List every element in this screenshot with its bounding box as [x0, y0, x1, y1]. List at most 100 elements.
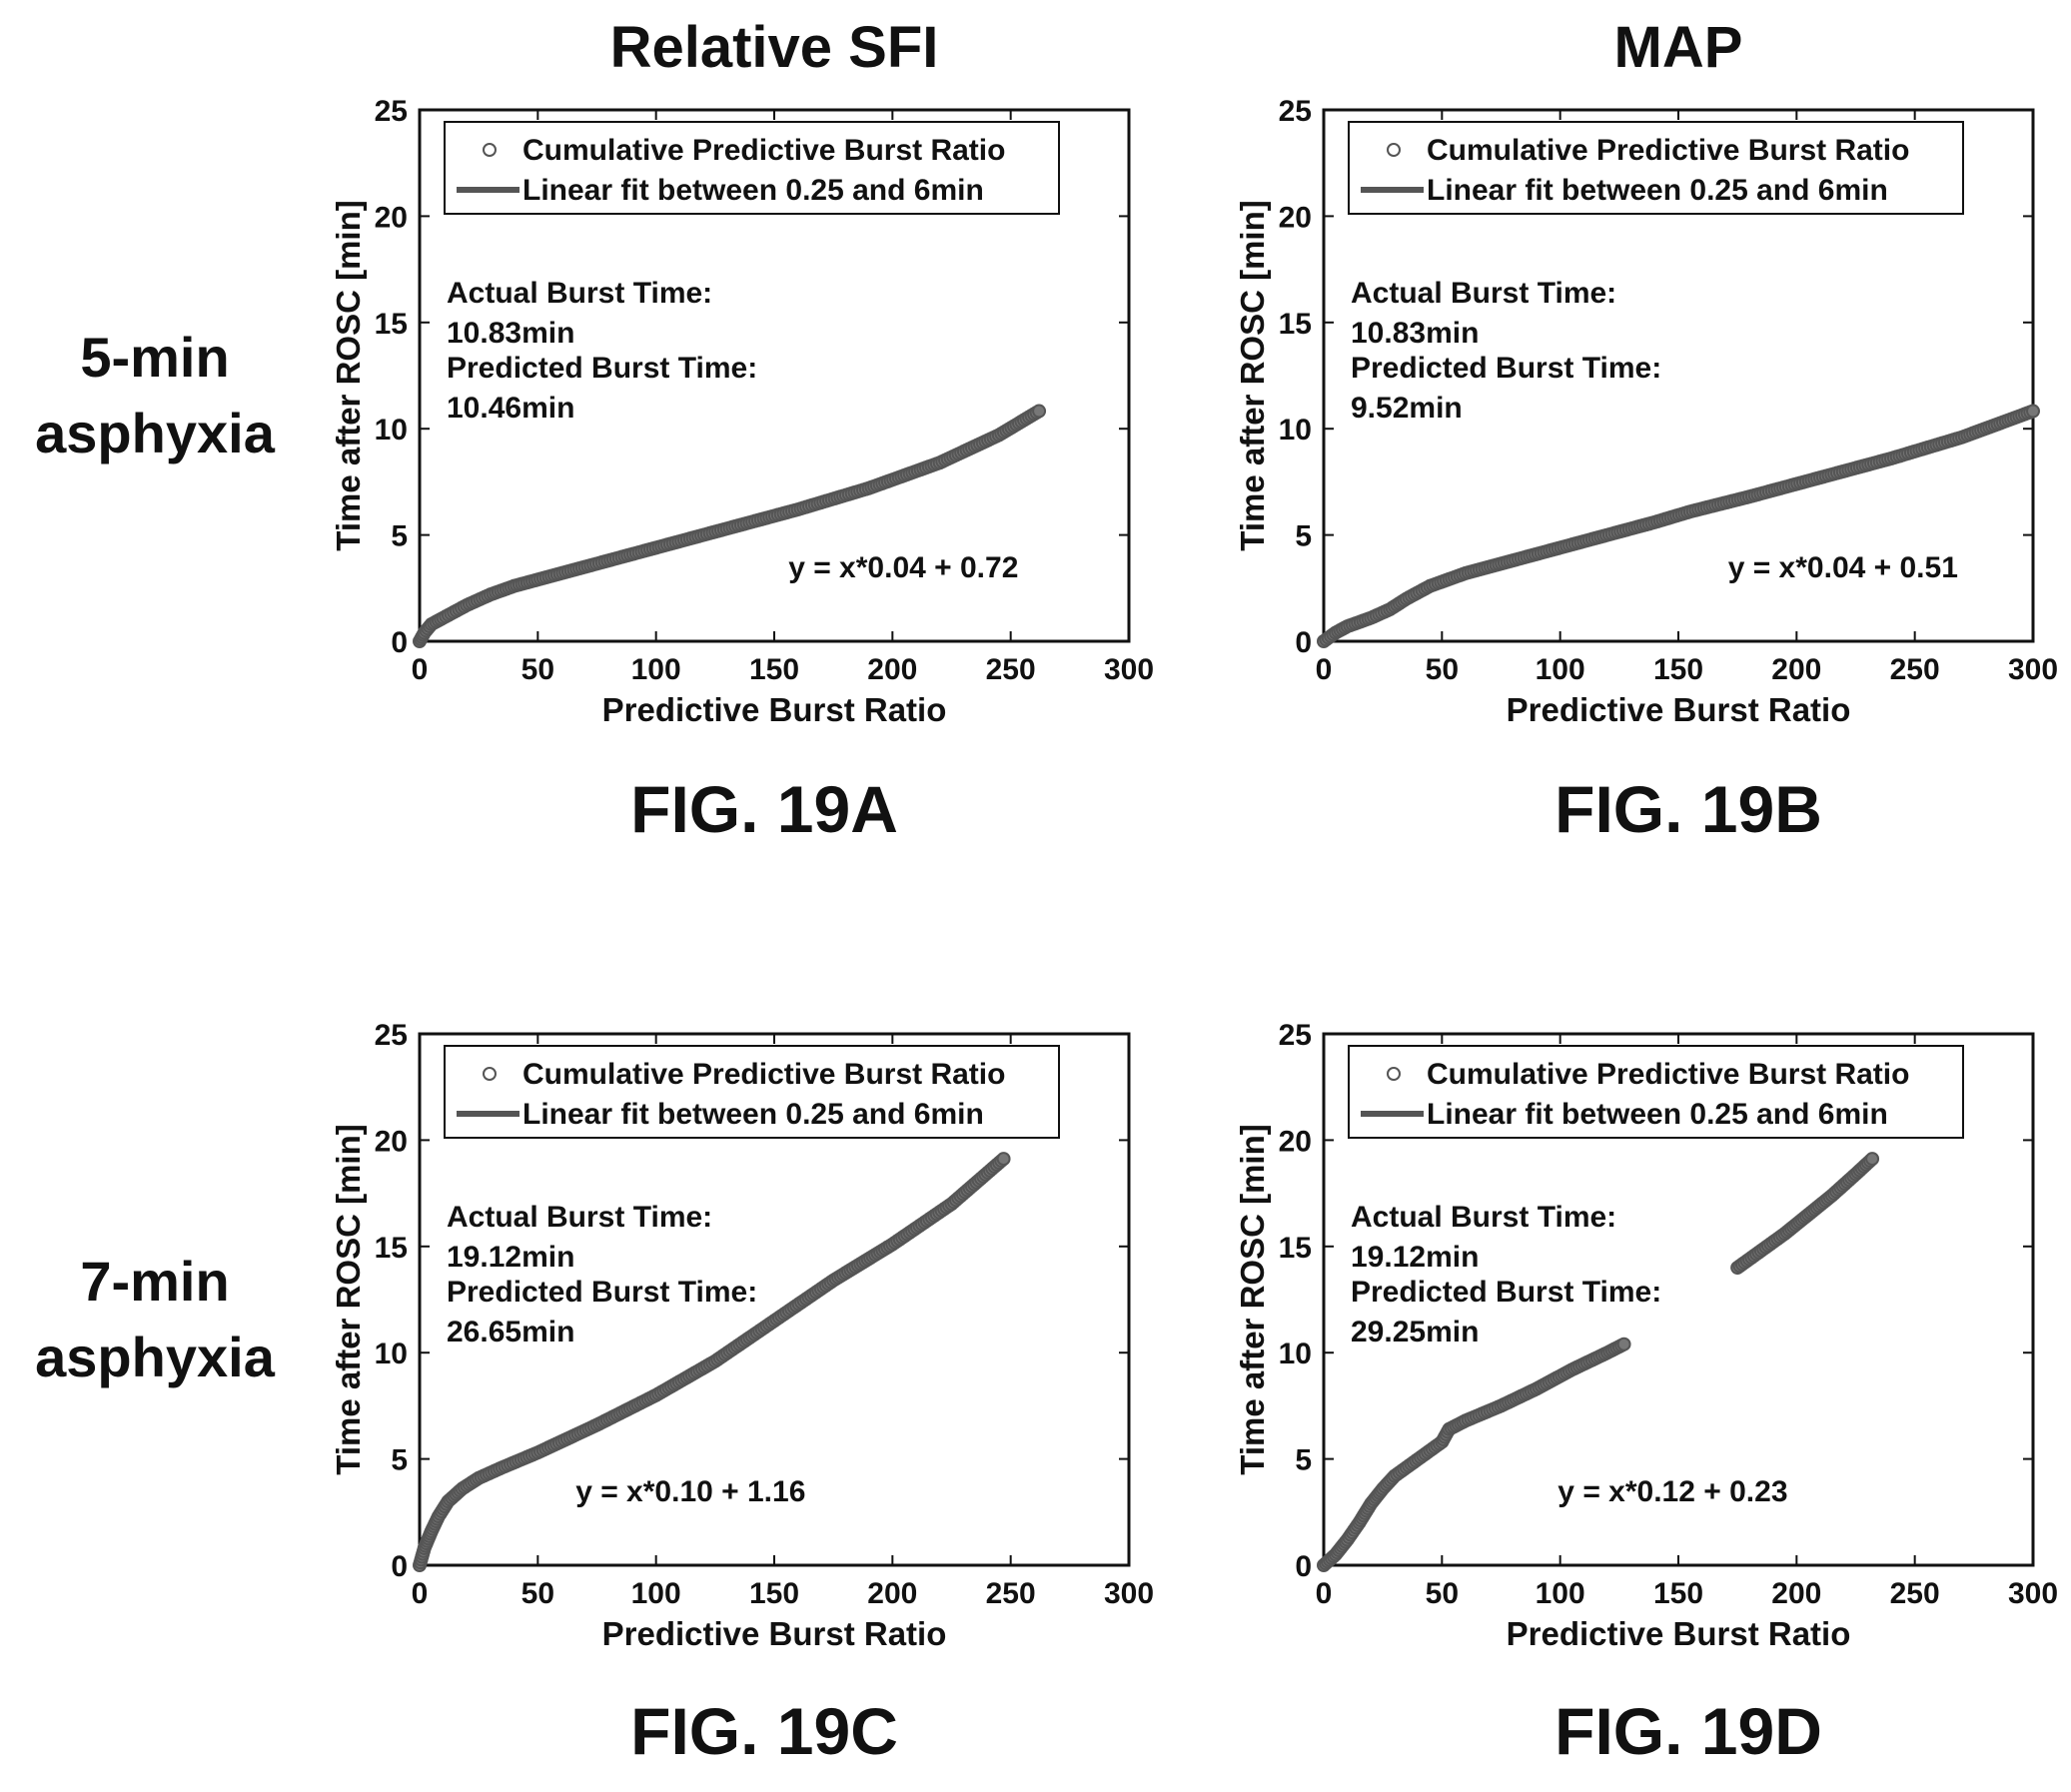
- x-tick-label: 0: [1316, 1577, 1333, 1610]
- x-tick-label: 200: [867, 1577, 917, 1610]
- x-tick-label: 50: [521, 1577, 554, 1610]
- y-tick-label: 5: [1295, 520, 1312, 553]
- x-tick-label: 300: [2008, 1577, 2058, 1610]
- data-point: [996, 1152, 1011, 1167]
- x-tick-label: 250: [986, 1577, 1036, 1610]
- y-axis-label: Time after ROSC [min]: [330, 1124, 367, 1474]
- y-tick-label: 20: [375, 1125, 408, 1158]
- actual-burst-time-value: 19.12min: [447, 1241, 574, 1274]
- actual-burst-time-value: 10.83min: [447, 317, 574, 350]
- x-tick-label: 0: [412, 1577, 429, 1610]
- legend-marker-circle: [483, 1067, 497, 1081]
- legend-marker-circle: [1387, 143, 1401, 157]
- figure-caption-19a: FIG. 19A: [630, 772, 898, 846]
- actual-burst-time-label: Actual Burst Time:: [1351, 277, 1616, 310]
- actual-burst-time-value: 19.12min: [1351, 1241, 1479, 1274]
- x-tick-label: 250: [1890, 653, 1940, 686]
- row-label-line2: asphyxia: [35, 401, 275, 464]
- x-tick-label: 250: [1890, 1577, 1940, 1610]
- y-tick-label: 5: [391, 1444, 408, 1477]
- fit-equation: y = x*0.10 + 1.16: [575, 1475, 805, 1508]
- row-label-7min: 7-min asphyxia: [0, 1244, 315, 1394]
- x-tick-label: 300: [1104, 1577, 1154, 1610]
- legend-entry-linear-fit: Linear fit between 0.25 and 6min: [522, 174, 984, 207]
- predicted-burst-time-label: Predicted Burst Time:: [447, 352, 757, 385]
- actual-burst-time-label: Actual Burst Time:: [447, 1201, 712, 1234]
- data-point: [1032, 404, 1047, 419]
- y-tick-label: 0: [391, 626, 408, 659]
- actual-burst-time-label: Actual Burst Time:: [447, 277, 712, 310]
- data-series-1: [413, 404, 1047, 648]
- y-tick-label: 10: [1279, 414, 1312, 447]
- legend-entry-cumulative: Cumulative Predictive Burst Ratio: [522, 134, 1005, 167]
- fit-equation: y = x*0.12 + 0.23: [1557, 1475, 1787, 1508]
- x-tick-label: 50: [1426, 653, 1459, 686]
- y-tick-label: 15: [375, 308, 408, 341]
- legend-marker-circle: [1387, 1067, 1401, 1081]
- x-tick-label: 0: [412, 653, 429, 686]
- y-tick-label: 25: [375, 1019, 408, 1052]
- predicted-burst-time-value: 10.46min: [447, 392, 574, 425]
- y-axis-label: Time after ROSC [min]: [1234, 200, 1271, 550]
- legend-entry-linear-fit: Linear fit between 0.25 and 6min: [1427, 174, 1888, 207]
- x-tick-label: 200: [1771, 1577, 1821, 1610]
- figure-caption-19d: FIG. 19D: [1554, 1694, 1822, 1768]
- data-series-2: [1730, 1152, 1880, 1276]
- predicted-burst-time-value: 26.65min: [447, 1316, 574, 1348]
- y-tick-label: 10: [375, 1338, 408, 1370]
- y-tick-label: 20: [1279, 201, 1312, 234]
- y-tick-label: 5: [1295, 1444, 1312, 1477]
- row-label-5min: 5-min asphyxia: [0, 320, 315, 470]
- predicted-burst-time-label: Predicted Burst Time:: [1351, 352, 1661, 385]
- x-tick-label: 50: [1426, 1577, 1459, 1610]
- x-axis-label: Predictive Burst Ratio: [602, 691, 947, 728]
- x-axis-label: Predictive Burst Ratio: [602, 1615, 947, 1652]
- y-tick-label: 25: [1279, 95, 1312, 128]
- fit-equation: y = x*0.04 + 0.72: [788, 551, 1018, 584]
- x-tick-label: 300: [1104, 653, 1154, 686]
- legend-box: [444, 121, 1060, 215]
- y-tick-label: 15: [1279, 308, 1312, 341]
- legend-box: [1348, 121, 1964, 215]
- legend-entry-linear-fit: Linear fit between 0.25 and 6min: [1427, 1098, 1888, 1131]
- predicted-burst-time-value: 29.25min: [1351, 1316, 1479, 1348]
- chart-fig-19d: 0 50 100 150 200 250 300 0 5 10 15 20 25 Predictive B…: [1234, 1019, 2058, 1652]
- x-tick-label: 0: [1316, 653, 1333, 686]
- y-tick-label: 10: [1279, 1338, 1312, 1370]
- x-tick-label: 100: [1536, 1577, 1585, 1610]
- legend-entry-cumulative: Cumulative Predictive Burst Ratio: [1427, 134, 1909, 167]
- x-axis-label: Predictive Burst Ratio: [1507, 691, 1851, 728]
- actual-burst-time-value: 10.83min: [1351, 317, 1479, 350]
- y-tick-label: 15: [375, 1232, 408, 1265]
- chart-fig-19a: 0 50 100 150 200 250 300 0 5 10 15 20 25 Predictive B…: [330, 95, 1154, 728]
- legend-entry-cumulative: Cumulative Predictive Burst Ratio: [1427, 1058, 1909, 1091]
- predicted-burst-time-label: Predicted Burst Time:: [1351, 1276, 1661, 1309]
- x-tick-label: 250: [986, 653, 1036, 686]
- y-axis-label: Time after ROSC [min]: [1234, 1124, 1271, 1474]
- legend-entry-cumulative: Cumulative Predictive Burst Ratio: [522, 1058, 1005, 1091]
- column-title-relative-sfi: Relative SFI: [609, 15, 939, 80]
- chart-fig-19b: 0 50 100 150 200 250 300 0 5 10 15 20 25 Predictive B…: [1234, 95, 2058, 728]
- legend-box: [1348, 1045, 1964, 1139]
- legend-box: [444, 1045, 1060, 1139]
- row-label-line1: 5-min: [80, 326, 230, 389]
- data-series-1: [413, 1152, 1011, 1572]
- predicted-burst-time-value: 9.52min: [1351, 392, 1463, 425]
- figure-caption-19c: FIG. 19C: [630, 1694, 898, 1768]
- y-tick-label: 0: [391, 1550, 408, 1583]
- fit-equation: y = x*0.04 + 0.51: [1728, 551, 1958, 584]
- figure-caption-19b: FIG. 19B: [1554, 772, 1822, 846]
- y-tick-label: 10: [375, 414, 408, 447]
- x-axis-label: Predictive Burst Ratio: [1507, 1615, 1851, 1652]
- column-title-map: MAP: [1613, 15, 1743, 80]
- x-tick-label: 100: [631, 653, 681, 686]
- y-tick-label: 20: [375, 201, 408, 234]
- data-point: [2026, 404, 2040, 419]
- x-tick-label: 150: [749, 653, 799, 686]
- x-tick-label: 150: [1653, 1577, 1703, 1610]
- actual-burst-time-label: Actual Burst Time:: [1351, 1201, 1616, 1234]
- chart-fig-19c: 0 50 100 150 200 250 300 0 5 10 15 20 25 Predictive B…: [330, 1019, 1154, 1652]
- y-tick-label: 5: [391, 520, 408, 553]
- y-axis-label: Time after ROSC [min]: [330, 200, 367, 550]
- y-tick-label: 25: [1279, 1019, 1312, 1052]
